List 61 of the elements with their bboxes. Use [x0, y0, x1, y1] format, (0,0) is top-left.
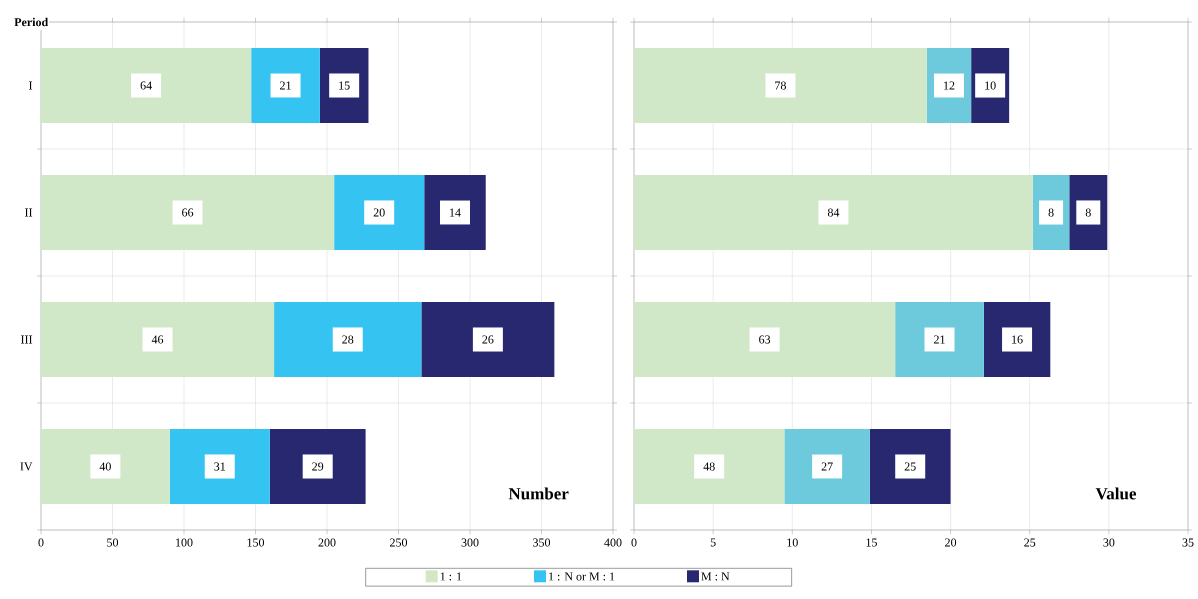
legend-label: 1 : 1	[440, 572, 462, 581]
bar	[634, 175, 1033, 251]
y-axis-title: Period	[14, 17, 49, 27]
x-tick-label: 25	[1024, 538, 1036, 547]
bar	[41, 429, 170, 505]
bar	[274, 302, 422, 378]
bar	[41, 175, 335, 251]
annotation: 20	[373, 208, 385, 217]
annotation: 27	[821, 462, 833, 471]
x-tick-label: 200	[318, 538, 336, 547]
text: Value	[1095, 487, 1137, 500]
bar	[634, 48, 927, 123]
x-tick-label: 0	[631, 538, 637, 547]
annotation: 29	[312, 462, 324, 471]
annotation: 31	[214, 462, 226, 471]
y-tick-label: I	[28, 81, 33, 90]
annotation: 78	[775, 81, 786, 90]
bar	[421, 302, 555, 378]
x-tick-label: 400	[604, 538, 622, 547]
bar	[634, 302, 896, 378]
annotation: 10	[985, 81, 996, 90]
annotation: 14	[450, 208, 461, 217]
bar	[634, 429, 785, 505]
x-tick-label: 0	[38, 538, 44, 547]
annotation: 46	[151, 335, 164, 344]
annotation: 16	[1012, 335, 1023, 344]
annotation: 26	[482, 335, 494, 344]
bar	[41, 48, 252, 123]
annotation: 63	[759, 335, 771, 344]
y-tick-label: IV	[20, 462, 33, 471]
x-tick-label: 35	[1182, 538, 1194, 547]
legend-label: 1 : N or M : 1	[549, 572, 615, 581]
annotation: 48	[703, 462, 715, 471]
x-tick-label: 20	[945, 538, 957, 547]
annotation: 64	[140, 81, 152, 90]
annotation: 8	[1085, 208, 1091, 217]
annotation: 12	[944, 81, 955, 90]
annotation: 40	[99, 462, 111, 471]
annotation: 28	[342, 335, 354, 344]
x-tick-label: 5	[710, 538, 716, 547]
text: Number	[508, 487, 569, 500]
y-tick-label: III	[21, 335, 33, 344]
x-tick-label: 15	[866, 538, 877, 547]
x-tick-label: 300	[461, 538, 479, 547]
x-tick-label: 350	[533, 538, 551, 547]
annotation: 15	[339, 81, 350, 90]
y-tick-label: II	[24, 208, 33, 217]
annotation: 84	[827, 208, 840, 217]
x-tick-label: 150	[247, 538, 265, 547]
x-tick-label: 10	[787, 538, 798, 547]
annotation: 21	[280, 81, 291, 90]
legend-label: M : N	[701, 572, 730, 581]
bar	[41, 302, 275, 378]
annotation: 66	[182, 208, 194, 217]
x-tick-label: 250	[390, 538, 408, 547]
x-tick-label: 100	[176, 538, 193, 547]
annotation: 25	[904, 462, 916, 471]
x-tick-label: 30	[1103, 538, 1115, 547]
annotation: 21	[934, 335, 945, 344]
x-tick-label: 50	[107, 538, 119, 547]
annotation: 8	[1048, 208, 1054, 217]
